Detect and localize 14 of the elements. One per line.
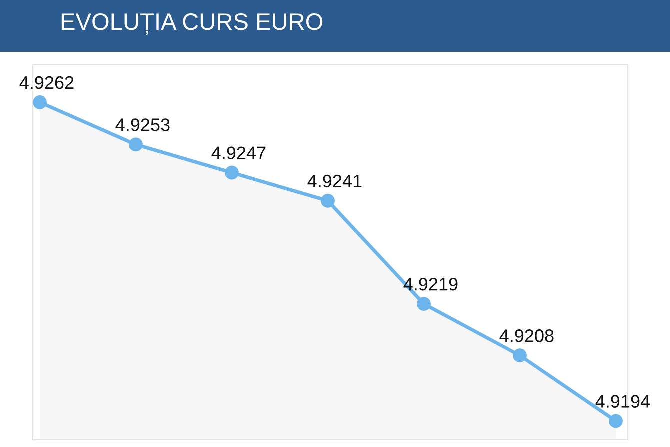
data-label: 4.9241: [308, 174, 362, 188]
data-label: 4.9194: [596, 395, 650, 408]
point: [129, 138, 143, 152]
point: [609, 414, 623, 428]
point: [513, 348, 527, 363]
data-label: 4.9253: [116, 118, 170, 132]
point: [33, 96, 47, 110]
data-label: 4.9247: [212, 146, 266, 160]
chart-title: EVOLUȚIA CURS EURO: [62, 14, 323, 36]
data-label: 4.9208: [500, 330, 554, 342]
point: [321, 194, 335, 208]
point: [225, 166, 239, 180]
point: [417, 297, 431, 312]
data-label: 4.9262: [20, 76, 74, 90]
